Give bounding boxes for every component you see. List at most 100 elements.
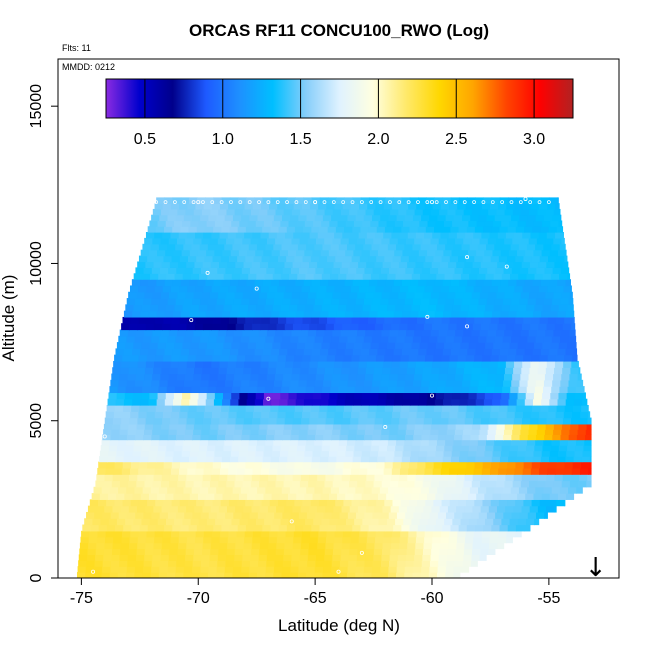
heatmap-cell (535, 439, 544, 446)
heatmap-cell (125, 342, 134, 349)
heatmap-cell (296, 392, 306, 400)
heatmap-cell (317, 542, 326, 550)
heatmap-cell (547, 354, 557, 362)
heatmap-cell (210, 505, 220, 513)
heatmap-cell (267, 291, 276, 299)
heatmap-cell (377, 348, 387, 356)
heatmap-cell (276, 536, 286, 544)
heatmap-cell (241, 335, 250, 343)
heatmap-cell (536, 237, 546, 245)
heatmap-cell (386, 518, 396, 526)
heatmap-cell (403, 273, 413, 280)
heatmap-cell (203, 530, 213, 538)
heatmap-cell (559, 439, 569, 446)
heatmap-cell (279, 249, 289, 257)
heatmap-cell (262, 524, 272, 532)
heatmap-cell (444, 304, 454, 312)
heatmap-cell (207, 445, 216, 452)
colorbar-ticks: 0.5 1.0 1.5 2.0 2.5 3.0 (134, 79, 545, 148)
heatmap-cell (482, 411, 491, 419)
heatmap-cell (329, 392, 339, 400)
heatmap-cell (99, 450, 109, 457)
heatmap-cell (258, 329, 268, 337)
track-point (102, 434, 107, 439)
heatmap-cell (572, 405, 582, 412)
heatmap-cell (378, 342, 388, 349)
heatmap-cell (498, 499, 508, 507)
heatmap-cell (103, 554, 113, 561)
heatmap-cell (357, 548, 367, 556)
heatmap-cell (420, 486, 430, 494)
heatmap-cell (416, 285, 426, 293)
heatmap-cell (228, 530, 238, 538)
heatmap-cell (577, 373, 582, 381)
heatmap-cell (156, 398, 166, 406)
heatmap-cell (564, 499, 566, 507)
heatmap-cell (476, 220, 486, 227)
heatmap-cell (135, 434, 144, 441)
heatmap-cell (471, 329, 481, 337)
heatmap-cell (270, 279, 280, 287)
heatmap-cell (130, 316, 140, 324)
heatmap-cell (403, 386, 413, 394)
heatmap-cell (297, 273, 307, 280)
heatmap-cell (463, 237, 473, 245)
colorbar-tick-label: 1.0 (212, 131, 234, 148)
heatmap-cell (153, 474, 163, 482)
heatmap-cell (255, 450, 265, 457)
heatmap-cell (342, 232, 352, 239)
heatmap-cell (480, 542, 490, 550)
heatmap-cell (252, 536, 262, 544)
heatmap-cell (247, 220, 257, 227)
heatmap-cell (440, 285, 450, 293)
heatmap-cell (503, 429, 513, 435)
heatmap-cell (522, 203, 532, 210)
heatmap-cell (231, 304, 241, 312)
heatmap-cell (459, 450, 469, 457)
heatmap-cell (221, 348, 231, 356)
heatmap-cell (241, 298, 251, 305)
heatmap-cell (406, 208, 416, 216)
heatmap-cell (316, 367, 326, 375)
heatmap-cell (216, 214, 226, 222)
heatmap-cell (148, 279, 158, 287)
heatmap-cell (533, 220, 543, 227)
heatmap-cell (245, 499, 255, 507)
heatmap-cell (501, 220, 510, 227)
heatmap-cell (531, 499, 541, 507)
heatmap-cell (129, 542, 138, 550)
heatmap-cell (179, 499, 189, 507)
heatmap-cell (400, 316, 410, 324)
heatmap-cell (245, 524, 255, 532)
heatmap-cell (415, 360, 425, 368)
heatmap-cell (313, 445, 323, 452)
heatmap-cell (464, 417, 474, 425)
heatmap-cell (345, 493, 355, 500)
heatmap-cell (176, 267, 186, 274)
heatmap-cell (357, 291, 366, 299)
heatmap-cell (331, 434, 341, 441)
heatmap-cell (171, 316, 181, 324)
heatmap-cell (261, 316, 271, 324)
heatmap-cell (276, 505, 285, 513)
heatmap-cell (455, 423, 465, 430)
heatmap-cell (200, 379, 210, 387)
heatmap-cell (441, 411, 450, 419)
heatmap-cell (160, 291, 170, 299)
heatmap-cell (478, 486, 487, 494)
heatmap-cell (427, 450, 436, 457)
heatmap-cell (309, 417, 319, 425)
heatmap-cell (487, 237, 497, 245)
heatmap-cell (106, 524, 116, 532)
heatmap-cell (235, 417, 245, 425)
heatmap-cell (422, 237, 432, 245)
heatmap-cell (352, 398, 362, 406)
heatmap-cell (182, 273, 192, 280)
heatmap-cell (137, 417, 147, 425)
track-point (425, 200, 430, 204)
heatmap-cell (333, 261, 343, 268)
track-point (331, 200, 336, 204)
heatmap-cell (150, 439, 160, 446)
heatmap-cell (110, 434, 120, 441)
heatmap-cell (407, 232, 417, 239)
